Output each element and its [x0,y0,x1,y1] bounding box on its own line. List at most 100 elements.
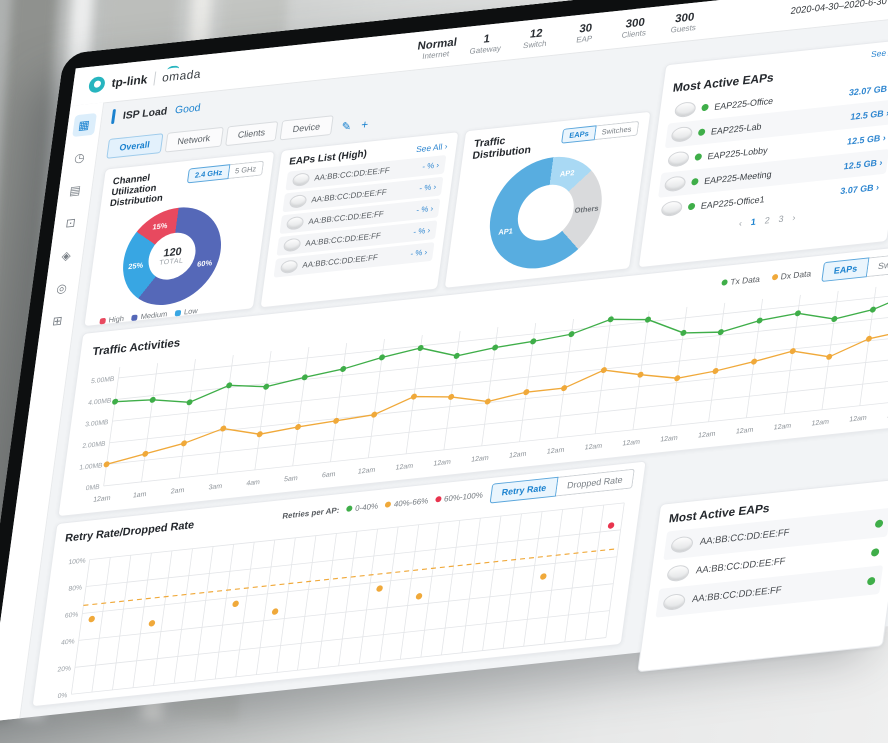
eap-traffic-value[interactable]: 32.07 GB › [848,83,888,97]
stat-eap[interactable]: 30 EAP [561,20,609,46]
eap-mac: AA:BB:CC:DD:EE:FF [304,231,382,248]
see-all-label: See All [415,141,444,154]
svg-text:0MB: 0MB [85,484,100,492]
status-dot [870,547,880,557]
eap-traffic-value[interactable]: 12.5 GB › [849,107,888,122]
tab-device[interactable]: Device [279,115,334,141]
status-dot [874,518,884,528]
sidebar-item-map[interactable]: ▤ [68,182,82,198]
see-all-link[interactable]: See All › [415,140,449,154]
edit-tabs-icon[interactable]: ✎ [340,119,353,134]
legend-dx-data: Dx Data [771,268,812,282]
ap-device-icon [279,259,299,275]
svg-text:12am: 12am [93,495,111,504]
sidebar-item-logs[interactable]: ⊞ [51,313,64,329]
svg-text:0%: 0% [57,692,68,700]
eap-value[interactable]: - % › [412,225,431,237]
traffic-activities-line-chart: 5.00MB 4.00MB 3.00MB 2.00MB 1.00MB 0MB 12am 1am… [79,286,888,504]
retry-rate-button[interactable]: Retry Rate [489,476,559,504]
eap-traffic-value[interactable]: 3.07 GB › [839,181,880,196]
status-dot [701,103,709,112]
brand-name: tp-link [110,72,149,91]
svg-text:12am: 12am [433,459,451,468]
svg-text:12am: 12am [698,431,716,440]
eap-name: EAP225-Office [713,95,774,112]
value-text: 12.5 GB [849,107,885,122]
status-dot [697,128,706,137]
eaps-toggle-button[interactable]: EAPs [821,257,870,282]
svg-text:1.00MB: 1.00MB [79,462,104,471]
stat-switch[interactable]: 12 Switch [511,25,559,51]
date-range[interactable]: 2020-04-30–2020-6-30 [789,0,888,17]
sidebar-item-reports[interactable]: ◎ [55,280,68,296]
legend-swatch [434,495,442,503]
brand: tp-link omada [87,66,202,94]
legend-60-100: 60%-100% [434,490,484,504]
stat-guests[interactable]: 300 Guests [660,10,708,36]
brand-divider [153,71,157,86]
value-text: - % [418,182,432,193]
eap-value[interactable]: - % › [409,247,428,259]
isp-load-status: Good [174,101,202,116]
sidebar-item-clients[interactable]: ⊡ [64,215,77,231]
eap-traffic-value[interactable]: 12.5 GB › [843,156,884,171]
eap-traffic-value[interactable]: 12.5 GB › [846,132,887,147]
stat-internet[interactable]: Normal Internet [412,36,460,62]
legend-label: High [108,313,125,325]
svg-text:6am: 6am [321,471,336,479]
svg-text:12am: 12am [849,415,867,424]
prev-page-icon[interactable]: ‹ [738,218,743,229]
svg-text:12am: 12am [660,435,678,444]
svg-text:100%: 100% [68,558,86,567]
tab-network[interactable]: Network [164,126,224,153]
traffic-distribution-donut-chart: AP2 Others AP1 [482,151,609,274]
page-3[interactable]: 3 [777,213,785,225]
traffic-distribution-card: Traffic Distribution EAPs Switches AP2 Ot… [443,110,652,289]
next-page-icon[interactable]: › [791,212,797,223]
page-1[interactable]: 1 [750,216,757,228]
laptop-screen: tp-link omada Normal Internet 1 Gateway … [0,0,888,723]
sidebar-item-insight[interactable]: ◈ [60,248,72,264]
donut-slice-label: 60% [196,258,213,269]
sidebar-item-dashboard[interactable]: ▦ [71,113,97,138]
svg-text:3.00MB: 3.00MB [85,419,110,428]
ap-device-icon [285,215,305,231]
status-dot [866,576,876,585]
legend-swatch [174,309,182,316]
eaps-toggle-button[interactable]: EAPs [561,125,597,144]
svg-text:4.00MB: 4.00MB [88,397,113,406]
tab-clients[interactable]: Clients [224,121,279,147]
switches-toggle-button[interactable]: Switches [866,251,888,278]
eap-name: EAP225-Lab [710,120,763,137]
svg-text:40%: 40% [61,638,75,646]
svg-text:80%: 80% [68,584,82,592]
add-tab-icon[interactable]: + [360,117,370,132]
legend-high: High [99,313,125,325]
legend-swatch [131,313,139,321]
summary-stats: Normal Internet 1 Gateway 12 Switch 30 E… [412,10,708,62]
tab-overall[interactable]: Overall [106,133,163,159]
eap-value[interactable]: - % › [418,182,437,193]
header-right: 2020-04-30–2020-6-30 ⚙ [789,0,888,24]
eap-value[interactable]: - % › [421,160,440,172]
eap-mac: AA:BB:CC:DD:EE:FF [301,252,379,270]
stat-gateway[interactable]: 1 Gateway [462,31,510,57]
ap-device-icon [667,150,690,168]
device-type-toggle: EAPs Switches [821,251,888,282]
switches-toggle-button[interactable]: Switches [594,120,640,141]
page-2[interactable]: 2 [764,215,771,226]
eap-mac: AA:BB:CC:DD:EE:FF [313,165,391,183]
eap-value[interactable]: - % › [415,204,434,215]
band-5ghz-button[interactable]: 5 GHz [228,160,265,180]
ap-device-icon [663,175,687,193]
see-all-link[interactable]: See All › [870,46,888,60]
stat-clients[interactable]: 300 Clients [610,15,658,41]
band-24ghz-button[interactable]: 2.4 GHz [187,164,231,184]
svg-text:12am: 12am [395,463,413,472]
donut-slice-label: 25% [127,260,144,271]
legend-label: 60%-100% [443,490,484,504]
sidebar-item-statistics[interactable]: ◷ [73,150,86,166]
ap-device-icon [662,592,687,611]
value-text: 12.5 GB [846,132,882,147]
svg-text:5.00MB: 5.00MB [91,376,116,385]
